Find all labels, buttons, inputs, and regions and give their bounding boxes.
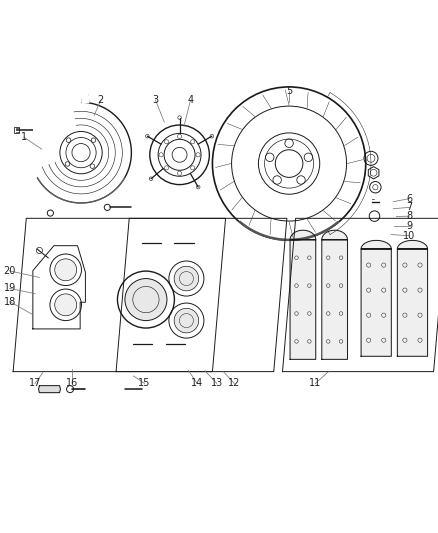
Text: 14: 14 [191,378,203,389]
Polygon shape [322,230,347,359]
Text: 9: 9 [406,221,413,231]
Text: 7: 7 [406,203,413,212]
Text: 12: 12 [228,378,240,389]
Text: 11: 11 [309,378,321,389]
Text: 2: 2 [98,95,104,105]
Text: 4: 4 [187,95,194,105]
Text: 13: 13 [211,378,223,389]
Polygon shape [82,94,89,102]
Circle shape [55,294,77,316]
Text: 10: 10 [403,231,416,241]
Text: 19: 19 [4,284,16,293]
Polygon shape [361,240,391,356]
Text: 16: 16 [66,378,78,389]
Polygon shape [39,386,60,393]
Text: 18: 18 [4,296,16,306]
Text: 3: 3 [152,95,159,105]
Text: 17: 17 [29,378,41,389]
Circle shape [174,308,199,333]
FancyBboxPatch shape [14,127,19,133]
Circle shape [174,266,199,291]
Text: 20: 20 [4,266,16,276]
Circle shape [125,279,167,320]
Text: 5: 5 [286,86,292,96]
Text: 6: 6 [406,193,413,204]
Text: 15: 15 [138,378,151,389]
Polygon shape [290,230,316,359]
Text: 1: 1 [21,132,27,142]
Circle shape [55,259,77,281]
Text: 8: 8 [406,211,413,221]
Polygon shape [397,240,427,356]
